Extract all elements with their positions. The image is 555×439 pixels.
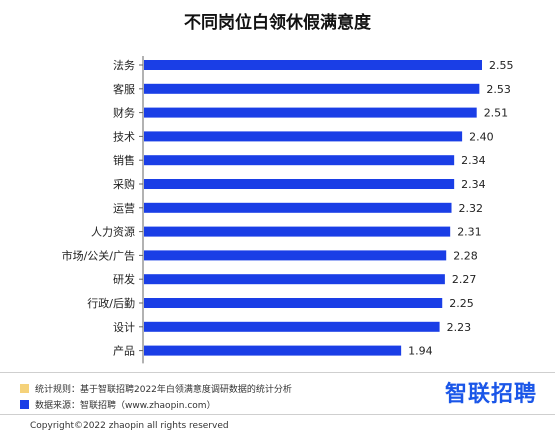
chart-notes: 统计规则：基于智联招聘2022年白领满意度调研数据的统计分析 数据来源：智联招聘… <box>20 380 292 412</box>
value-label: 1.94 <box>408 345 433 358</box>
bar-chart: 法务 2.55 客服 2.53 财务 2.51 技术 2.40 销售 2.34 采购 2.34 运营 2.… <box>62 56 514 364</box>
note-source-swatch <box>20 399 29 409</box>
value-label: 2.34 <box>461 178 486 191</box>
bar <box>144 298 443 308</box>
value-label: 2.32 <box>459 202 484 215</box>
bar <box>144 179 455 189</box>
value-label: 2.25 <box>449 297 474 310</box>
divider-top <box>0 372 555 373</box>
copyright-text: Copyright©2022 zhaopin all rights reserv… <box>30 421 229 431</box>
bar <box>144 226 451 237</box>
bar <box>144 321 440 332</box>
value-label: 2.40 <box>469 130 494 143</box>
value-label: 2.51 <box>484 107 509 120</box>
note-source: 数据来源：智联招聘（www.zhaopin.com） <box>20 396 292 412</box>
category-label: 研发 <box>113 272 135 286</box>
value-label: 2.28 <box>453 249 478 262</box>
bar <box>144 107 477 118</box>
category-label: 运营 <box>113 201 135 215</box>
category-label: 财务 <box>113 106 135 120</box>
category-label: 设计 <box>113 321 135 334</box>
category-label: 人力资源 <box>91 225 135 239</box>
divider-bottom <box>0 414 555 415</box>
bar <box>144 250 447 261</box>
value-label: 2.53 <box>486 83 511 96</box>
bar <box>144 345 402 356</box>
bar <box>144 60 482 70</box>
bar <box>144 155 455 166</box>
category-label: 市场/公关/广告 <box>62 248 135 262</box>
note-source-text: 数据来源：智联招聘（www.zhaopin.com） <box>35 400 216 411</box>
category-label: 技术 <box>113 130 135 143</box>
bar <box>144 83 480 94</box>
value-label: 2.34 <box>461 154 486 167</box>
bar <box>144 131 463 142</box>
value-label: 2.31 <box>457 226 482 239</box>
category-label: 法务 <box>113 58 135 72</box>
bar <box>144 202 452 213</box>
brand-logo: 智联招聘 <box>444 382 537 407</box>
category-label: 采购 <box>113 177 135 191</box>
note-rule-text: 统计规则：基于智联招聘2022年白领满意度调研数据的统计分析 <box>35 384 292 395</box>
value-label: 2.55 <box>489 59 514 72</box>
category-label: 客服 <box>113 82 135 96</box>
category-label: 销售 <box>113 153 135 167</box>
value-label: 2.27 <box>452 273 477 286</box>
value-label: 2.23 <box>447 321 472 334</box>
category-label: 产品 <box>113 344 135 358</box>
note-rule: 统计规则：基于智联招聘2022年白领满意度调研数据的统计分析 <box>20 380 292 396</box>
note-rule-swatch <box>20 383 29 393</box>
category-label: 行政/后勤 <box>87 296 135 310</box>
bar <box>144 274 445 285</box>
chart-title: 不同岗位白领休假满意度 <box>184 13 371 33</box>
